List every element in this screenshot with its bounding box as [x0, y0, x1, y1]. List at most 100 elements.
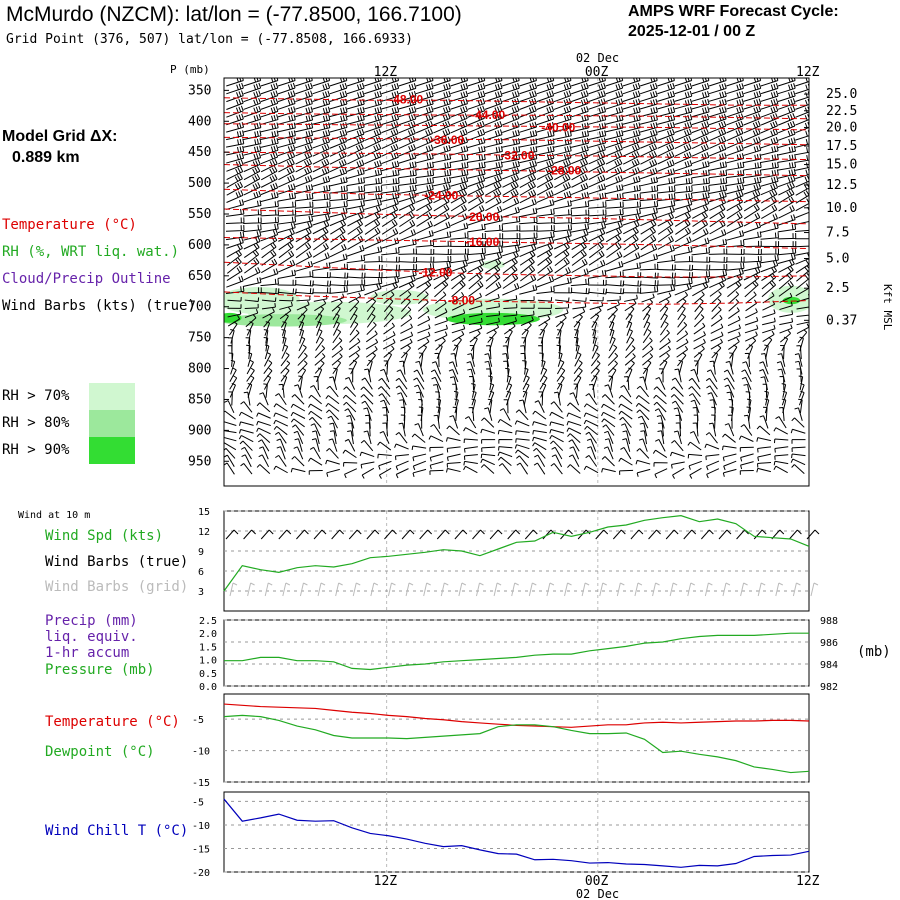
wind-barb	[258, 439, 270, 452]
wind-barb	[572, 302, 587, 310]
grid-wind-barb	[511, 582, 519, 597]
wind-barb	[273, 403, 288, 412]
wind-barb	[326, 385, 339, 398]
wind-barb	[381, 135, 399, 149]
wind-barb	[260, 200, 279, 210]
wind-barb	[281, 321, 287, 336]
wind-barb	[506, 390, 512, 406]
wind-barb	[622, 98, 641, 110]
wind-barb	[224, 436, 237, 442]
wind-barb	[399, 360, 406, 375]
wind-barb	[485, 181, 502, 196]
wind-barb	[636, 409, 650, 421]
wind-barb	[743, 90, 762, 102]
wind-barb	[418, 399, 423, 414]
wind-barb	[723, 460, 737, 471]
wind-barb	[659, 298, 670, 312]
wind-barb	[642, 337, 653, 351]
wind-barb	[536, 275, 555, 288]
wind-barb	[708, 184, 728, 194]
wind-barb	[778, 113, 796, 126]
wind-barb	[722, 468, 737, 477]
wind-barb	[398, 238, 417, 249]
wind-barb	[743, 145, 762, 156]
wind-barb	[606, 234, 622, 251]
wind-barb	[379, 430, 390, 444]
wind-barb	[273, 412, 289, 419]
wind-barb	[538, 345, 543, 360]
wind-barb	[450, 248, 469, 255]
wind-barb	[687, 453, 703, 459]
wind-barb	[502, 251, 519, 266]
wind-barb	[570, 209, 590, 217]
wind-barb	[674, 78, 693, 87]
wind-barb	[743, 83, 762, 95]
wind-barb	[312, 82, 331, 95]
wind-barb	[480, 428, 496, 434]
isotherm-label: -32.00	[500, 148, 534, 162]
wind-barb	[641, 345, 654, 358]
wind-barb	[760, 169, 779, 179]
wind-barb	[398, 144, 417, 157]
wind-barb	[608, 375, 614, 391]
wind-barb	[738, 435, 754, 442]
wind-barb	[726, 248, 745, 255]
wind-barb	[796, 311, 809, 318]
wind-barb	[505, 367, 510, 383]
wind-barb	[747, 344, 754, 359]
wind-barb	[534, 454, 546, 467]
wind-barb	[471, 390, 477, 406]
wind-barb	[639, 129, 658, 141]
wind-barb	[224, 400, 235, 414]
wind-barb	[708, 169, 728, 179]
wind-barb	[515, 438, 530, 443]
wind-barb	[727, 280, 742, 298]
wind-barb	[676, 291, 689, 304]
wind-barb	[463, 438, 478, 444]
wind-barb	[277, 144, 296, 157]
wind-barb	[467, 98, 486, 110]
wind-barb	[658, 368, 664, 383]
wind-barb	[363, 430, 372, 445]
wind-barb	[654, 408, 666, 421]
height-tick-label: 17.5	[826, 139, 857, 154]
wind-barb	[605, 175, 624, 188]
wind-barb	[554, 173, 571, 188]
wind-barb	[360, 440, 374, 452]
wind-barb	[468, 317, 483, 326]
wind-barb	[453, 336, 462, 351]
wind-barb	[415, 78, 434, 87]
wind-barb	[299, 328, 305, 344]
wind-barb	[469, 376, 475, 391]
wind-barb	[329, 98, 348, 110]
wind-barb	[329, 213, 347, 227]
wind-barb	[415, 177, 435, 187]
wind-barb	[364, 82, 382, 95]
wind-barb	[622, 90, 641, 102]
wind-barb	[590, 360, 601, 374]
wind-barb	[435, 391, 440, 406]
wind-barb	[538, 391, 544, 406]
wind-barb	[226, 243, 243, 258]
wind-barb	[485, 197, 502, 212]
wind-barb	[622, 175, 641, 187]
grid-wind-barb	[475, 582, 484, 597]
wind-barb	[639, 422, 648, 437]
wind-barb	[360, 394, 374, 405]
wind-barb	[346, 254, 366, 264]
wind-barb	[727, 315, 741, 327]
wind-barb	[796, 317, 809, 326]
wind-barb	[711, 344, 722, 359]
wind-barb	[653, 394, 667, 405]
wind-barb	[463, 460, 478, 466]
wind-barb	[243, 217, 262, 225]
wind-barb	[674, 368, 682, 383]
wind-barb	[777, 161, 797, 171]
wind-barb	[536, 286, 555, 294]
wind-barb	[777, 98, 796, 110]
wind-barb	[744, 280, 759, 298]
wind-barb	[674, 264, 694, 271]
wind-barb	[261, 302, 276, 310]
wind-barb	[774, 454, 789, 460]
wind-barb	[583, 419, 599, 427]
